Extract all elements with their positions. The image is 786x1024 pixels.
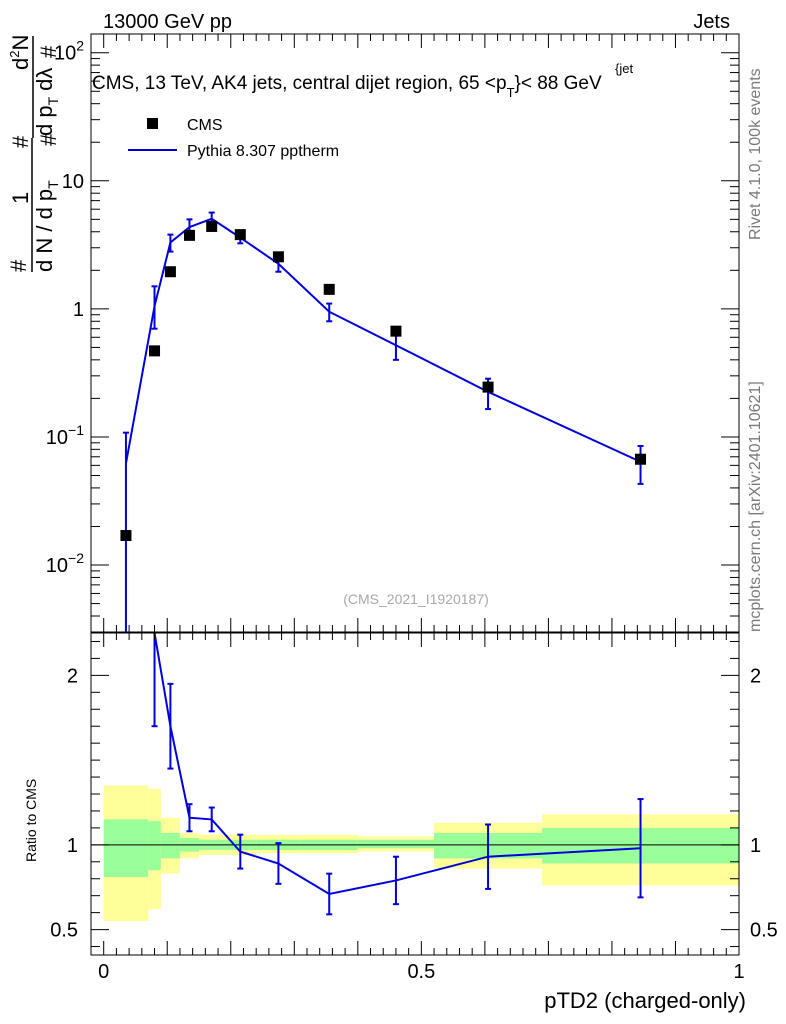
data-point: [164, 266, 176, 278]
data-point: [234, 229, 246, 241]
ylabel-one: 1: [8, 192, 33, 204]
ylabel-denominator: d N / d pT: [32, 180, 61, 272]
ylabel-numerator: d2N: [7, 35, 33, 70]
data-point: [206, 220, 218, 232]
data-point: [635, 453, 647, 465]
ratio-xtick-label: 0: [98, 961, 109, 983]
main-ytick-exponent: −2: [68, 550, 84, 566]
main-ytick-label: 10: [62, 171, 84, 193]
header-left: 13000 GeV pp: [103, 11, 232, 33]
main-ytick-base: 10: [46, 555, 68, 577]
main-ytick-exponent: −1: [68, 422, 84, 438]
data-point: [390, 325, 402, 337]
data-point: [323, 283, 335, 295]
main-x-ticks: [103, 34, 740, 632]
ratio-mc-series: [151, 632, 644, 916]
mc-line: [124, 217, 641, 464]
main-ytick-label: 10−2: [46, 550, 84, 577]
title-main: CMS, 13 TeV, AK4 jets, central dijet reg…: [92, 73, 507, 94]
ratio-ytick-label-left: 2: [67, 665, 78, 687]
ylabel-t-sub-2: T: [45, 96, 61, 105]
ylabel-t-sub-1: T: [45, 180, 61, 189]
ratio-bands: [103, 785, 739, 922]
title-sub: T: [507, 85, 515, 100]
data-series: [120, 220, 647, 542]
legend: CMS Pythia 8.307 pptherm: [128, 117, 339, 160]
ylabel-hash-2: #: [8, 135, 33, 148]
mcplots-credit: mcplots.cern.ch [arXiv:2401.10621]: [747, 381, 764, 632]
title-close: }< 88 GeV: [515, 73, 602, 94]
main-ytick-label: 10−1: [46, 422, 84, 449]
ratio-band-inner: [357, 839, 435, 849]
plot-title: CMS, 13 TeV, AK4 jets, central dijet reg…: [92, 73, 602, 100]
ylabel-hash-1: #: [6, 259, 31, 272]
ratio-band-inner: [160, 832, 180, 859]
ylabel-dn-dp: d N / d p: [32, 189, 57, 272]
ratio-x-ticks: 0 0.5 1: [98, 633, 745, 983]
data-point: [149, 345, 161, 357]
main-ytick-label: 102: [54, 38, 84, 65]
ylabel-n: N: [8, 35, 33, 51]
main-ylabel: # 1 d N / d pT # d2N d pTdλ # #: [6, 35, 61, 272]
data-point: [482, 381, 494, 393]
ratio-band-inner: [148, 821, 161, 871]
ylabel-dlambda: dλ: [32, 68, 57, 91]
ratio-mc-line: [153, 632, 641, 896]
ylabel-hash-4: #: [36, 133, 61, 146]
ratio-ytick-label-right: 1: [750, 835, 761, 857]
ylabel-dpt: d p: [32, 105, 57, 136]
data-point: [120, 530, 132, 542]
ratio-ytick-label-right: 2: [750, 665, 761, 687]
ratio-ytick-label-left: 1: [67, 835, 78, 857]
legend-mc-label: Pythia 8.307 pptherm: [187, 143, 339, 160]
mc-series: [122, 211, 644, 632]
ylabel-sup-2: 2: [7, 51, 22, 58]
ratio-xtick-label: 0.5: [407, 961, 435, 983]
ratio-panel: 0.5 0.51 12 2 0 0.5 1 Ratio to CMS pTD2 (char…: [23, 632, 778, 1013]
ratio-xtick-label: 1: [733, 961, 744, 983]
legend-data-label: CMS: [187, 117, 223, 134]
data-point: [183, 229, 195, 241]
x-axis-label: pTD2 (charged-only): [544, 988, 746, 1013]
ratio-band-inner: [103, 819, 149, 878]
main-ytick-base: 10: [46, 427, 68, 449]
main-ytick-label: 1: [73, 299, 84, 321]
ratio-ytick-label-right: 0.5: [750, 920, 778, 942]
main-ytick-base: 1: [73, 299, 84, 321]
ylabel-d: d: [8, 58, 33, 70]
header-right: Jets: [693, 11, 730, 33]
ylabel-hash-3: #: [36, 45, 61, 58]
legend-data-marker: [147, 118, 158, 129]
data-point: [272, 251, 284, 263]
ratio-frame: [90, 632, 740, 956]
ratio-ytick-label-left: 0.5: [50, 920, 78, 942]
ylabel-den2: d pTdλ: [32, 68, 61, 136]
title-sup: {jet: [615, 61, 633, 76]
main-frame: [90, 33, 740, 633]
main-ytick-base: 10: [54, 43, 76, 65]
main-ytick-exponent: 2: [76, 38, 84, 54]
rivet-version: Rivet 4.1.0, 100k events: [747, 68, 764, 240]
main-ytick-base: 10: [62, 171, 84, 193]
ratio-ylabel: Ratio to CMS: [23, 779, 39, 862]
ratio-y-ticks: 0.5 0.5 1 1 2 2: [50, 640, 778, 948]
watermark: (CMS_2021_I1920187): [343, 591, 489, 607]
